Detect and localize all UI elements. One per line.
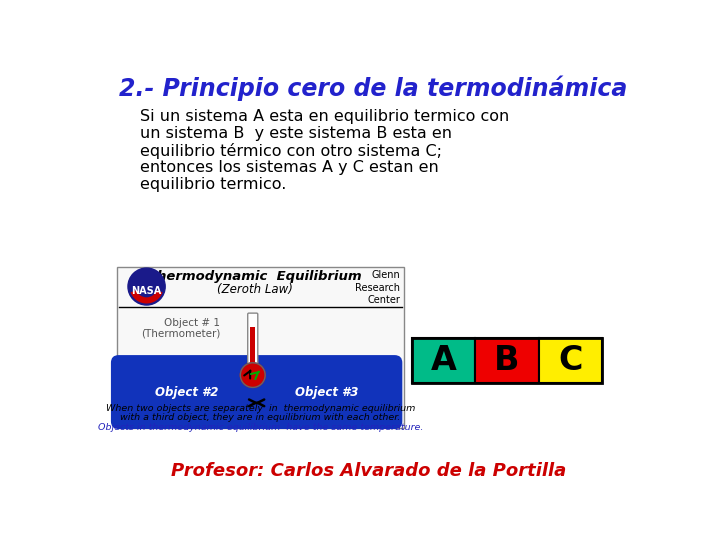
Text: A: A bbox=[431, 344, 456, 377]
Text: C: C bbox=[558, 344, 582, 377]
Wedge shape bbox=[130, 290, 163, 303]
Text: When two objects are separately  in  thermodynamic equilibrium: When two objects are separately in therm… bbox=[106, 403, 415, 413]
Circle shape bbox=[240, 363, 265, 387]
Text: equilibrio termico.: equilibrio termico. bbox=[140, 177, 287, 192]
Text: Glenn
Research
Center: Glenn Research Center bbox=[355, 271, 400, 305]
Bar bbox=[412, 338, 602, 383]
FancyBboxPatch shape bbox=[251, 355, 402, 429]
Bar bbox=[250, 327, 256, 364]
Text: with a third object, they are in equilibrium with each other.: with a third object, they are in equilib… bbox=[120, 413, 400, 422]
Bar bbox=[117, 267, 404, 428]
Text: Object # 1: Object # 1 bbox=[164, 318, 220, 328]
Text: NASA: NASA bbox=[132, 286, 162, 296]
Bar bbox=[130, 283, 143, 291]
Text: entonces los sistemas A y C estan en: entonces los sistemas A y C estan en bbox=[140, 160, 439, 176]
Text: Objects in thermodynamic equilibrium  have the same temperature.: Objects in thermodynamic equilibrium hav… bbox=[98, 423, 423, 432]
Text: un sistema B  y este sistema B esta en: un sistema B y este sistema B esta en bbox=[140, 126, 452, 141]
Text: 2.- Principio cero de la termodinámica: 2.- Principio cero de la termodinámica bbox=[120, 75, 628, 100]
Text: (Thermometer): (Thermometer) bbox=[141, 328, 220, 338]
Bar bbox=[539, 338, 602, 383]
Text: (Zeroth Law): (Zeroth Law) bbox=[217, 283, 293, 296]
Text: Si un sistema A esta en equilibrio termico con: Si un sistema A esta en equilibrio termi… bbox=[140, 110, 510, 124]
Text: Thermodynamic  Equilibrium: Thermodynamic Equilibrium bbox=[148, 271, 361, 284]
Text: Object #3: Object #3 bbox=[294, 386, 358, 399]
Text: Profesor: Carlos Alvarado de la Portilla: Profesor: Carlos Alvarado de la Portilla bbox=[171, 462, 567, 480]
Circle shape bbox=[128, 268, 165, 305]
Text: equilibrio térmico con otro sistema C;: equilibrio térmico con otro sistema C; bbox=[140, 143, 442, 159]
FancyBboxPatch shape bbox=[248, 313, 258, 366]
Bar bbox=[412, 338, 475, 383]
FancyBboxPatch shape bbox=[111, 355, 263, 429]
Bar bbox=[475, 338, 539, 383]
Text: Object #2: Object #2 bbox=[156, 386, 219, 399]
Text: B: B bbox=[494, 344, 520, 377]
